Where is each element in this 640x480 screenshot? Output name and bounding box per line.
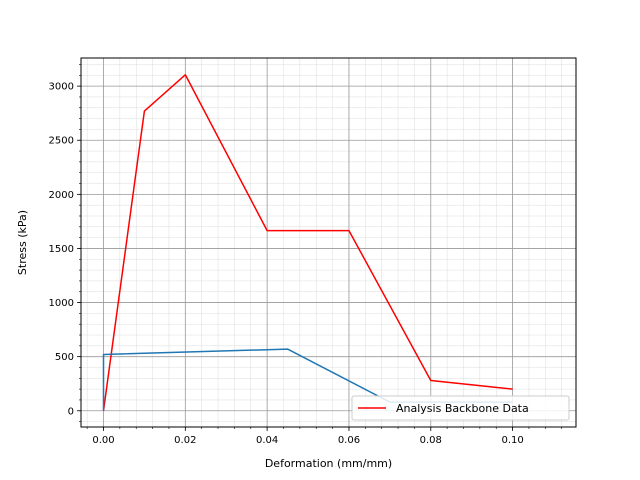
y-axis-label: Stress (kPa) xyxy=(16,210,29,275)
major-grid xyxy=(81,58,576,427)
x-tick-label: 0.00 xyxy=(92,435,114,446)
x-axis-ticks: 0.00 0.02 0.04 0.06 0.08 0.10 xyxy=(86,427,562,446)
y-tick-label: 0 xyxy=(68,406,74,417)
y-tick-label: 1000 xyxy=(49,298,74,309)
y-tick-label: 2000 xyxy=(49,190,74,201)
legend-entry: Analysis Backbone Data xyxy=(396,402,529,415)
series-layer xyxy=(102,74,513,411)
legend: Analysis Backbone Data xyxy=(351,395,570,421)
series-line-analysis-backbone-data xyxy=(102,74,513,411)
x-tick-label: 0.08 xyxy=(420,435,442,446)
x-tick-label: 0.02 xyxy=(174,435,196,446)
x-tick-label: 0.04 xyxy=(256,435,278,446)
y-axis-ticks: 0 500 1000 1500 2000 2500 3000 xyxy=(49,64,81,422)
y-tick-label: 1500 xyxy=(49,244,74,255)
y-tick-label: 3000 xyxy=(49,82,74,93)
plot-frame xyxy=(80,57,577,428)
legend-box xyxy=(351,395,570,421)
y-tick-label: 2500 xyxy=(49,136,74,147)
minor-grid xyxy=(81,58,576,427)
x-axis-label: Deformation (mm/mm) xyxy=(265,457,392,470)
x-tick-label: 0.06 xyxy=(338,435,360,446)
y-tick-label: 500 xyxy=(55,352,74,363)
x-tick-label: 0.10 xyxy=(501,435,523,446)
